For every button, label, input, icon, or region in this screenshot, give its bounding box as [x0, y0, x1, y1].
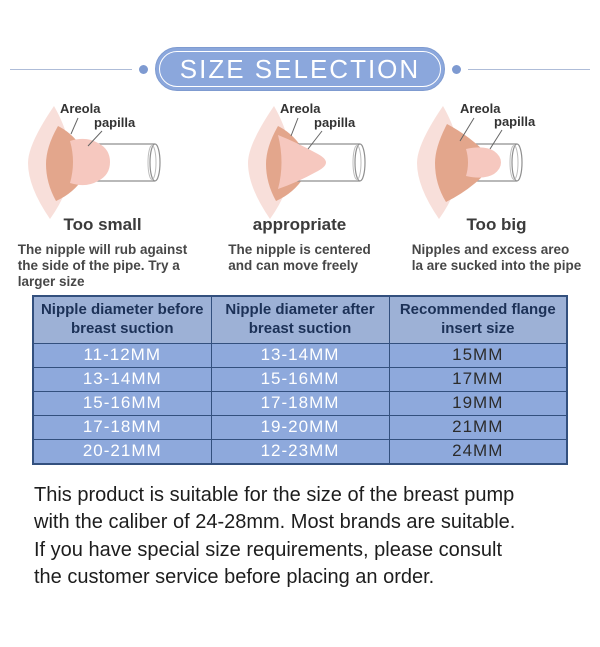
right-connector-line — [468, 68, 590, 70]
col-header-after-suction: Nipple diameter after breast suction — [210, 295, 390, 344]
desc-line: The nipple is centered — [228, 242, 371, 257]
areola-label: Areola — [460, 101, 501, 116]
figure-caption: Too big — [466, 215, 527, 234]
figure-description: The nipple will rub against the side of … — [18, 242, 188, 291]
cell-after: 12-23MM — [210, 438, 390, 465]
table-header-row: Nipple diameter before breast suction Ni… — [32, 295, 568, 344]
figure-description: Nipples and excess areo la are sucked in… — [412, 242, 582, 274]
figure-description: The nipple is centered and can move free… — [228, 242, 371, 274]
header-banner: SIZE SELECTION — [0, 47, 600, 91]
note-line: This product is suitable for the size of… — [34, 483, 515, 506]
desc-line: and can move freely — [228, 258, 359, 274]
desc-line: la are sucked into the pipe — [411, 258, 582, 274]
papilla-pointer-line — [307, 130, 322, 150]
figure-caption: Too small — [63, 215, 142, 234]
right-connector-dot — [452, 64, 461, 74]
areola-label: Areola — [60, 101, 101, 116]
desc-line: larger size — [17, 274, 85, 290]
desc-line: The nipple will rub against — [17, 242, 188, 257]
table-row: 13-14MM 15-16MM 17MM — [32, 366, 568, 392]
desc-line: Nipples and excess areo — [411, 242, 570, 257]
figure-too-small: Areola papilla Too small The nipple will… — [4, 99, 201, 291]
papilla-label: papilla — [494, 114, 536, 129]
figure-too-big: Areola papilla Too big Nipples and exces… — [398, 99, 595, 291]
papilla-pointer-line — [489, 129, 502, 150]
too-small-illustration: Areola papilla — [27, 101, 161, 219]
cell-after: 15-16MM — [210, 366, 390, 392]
papilla-shape — [69, 138, 110, 186]
col-header-flange-size: Recommended flange insert size — [388, 295, 568, 344]
papilla-pointer-line — [87, 130, 102, 147]
page-title: SIZE SELECTION — [179, 53, 421, 84]
too-big-illustration: Areola papilla — [416, 101, 536, 219]
table-row: 15-16MM 17-18MM 19MM — [32, 390, 568, 416]
papilla-shape — [465, 147, 501, 178]
illustration-row: Areola papilla Too small The nipple will… — [0, 99, 600, 291]
cell-after: 13-14MM — [210, 342, 390, 368]
papilla-label: papilla — [94, 115, 136, 130]
left-connector-line — [10, 68, 132, 70]
left-connector-dot — [139, 64, 148, 74]
note-line: the customer service before placing an o… — [34, 566, 435, 589]
areola-shape — [434, 124, 490, 202]
cell-before: 17-18MM — [32, 414, 212, 440]
cell-before: 11-12MM — [32, 342, 212, 368]
areola-pointer-line — [70, 117, 78, 135]
col-header-before-suction: Nipple diameter before breast suction — [32, 295, 212, 344]
table-row: 17-18MM 19-20MM 21MM — [32, 414, 568, 440]
note-line: with the caliber of 24-28mm. Most brands… — [34, 511, 516, 534]
desc-line: the side of the pipe. Try a — [17, 258, 180, 274]
table-row: 11-12MM 13-14MM 15MM — [32, 342, 568, 368]
cell-after: 19-20MM — [210, 414, 390, 440]
cell-flange: 19MM — [388, 390, 568, 416]
papilla-shape — [277, 135, 326, 189]
figure-appropriate: Areola papilla appropriate The nipple is… — [201, 99, 398, 291]
size-table: Nipple diameter before breast suction Ni… — [32, 294, 568, 465]
cell-after: 17-18MM — [210, 390, 390, 416]
cell-before: 13-14MM — [32, 366, 212, 392]
cell-before: 20-21MM — [32, 438, 212, 465]
figure-caption: appropriate — [252, 215, 347, 234]
note-line: If you have special size requirements, p… — [34, 538, 503, 561]
cell-flange: 24MM — [388, 438, 568, 465]
cell-flange: 17MM — [388, 366, 568, 392]
cell-flange: 21MM — [388, 414, 568, 440]
table-row: 20-21MM 12-23MM 24MM — [32, 438, 568, 465]
papilla-label: papilla — [314, 115, 356, 130]
areola-label: Areola — [280, 101, 321, 116]
cell-before: 15-16MM — [32, 390, 212, 416]
title-pill: SIZE SELECTION — [155, 47, 445, 91]
areola-pointer-line — [290, 117, 298, 137]
areola-pointer-line — [459, 117, 474, 142]
appropriate-illustration: Areola papilla — [247, 101, 366, 219]
cell-flange: 15MM — [388, 342, 568, 368]
suitability-note: This product is suitable for the size of… — [34, 482, 566, 592]
